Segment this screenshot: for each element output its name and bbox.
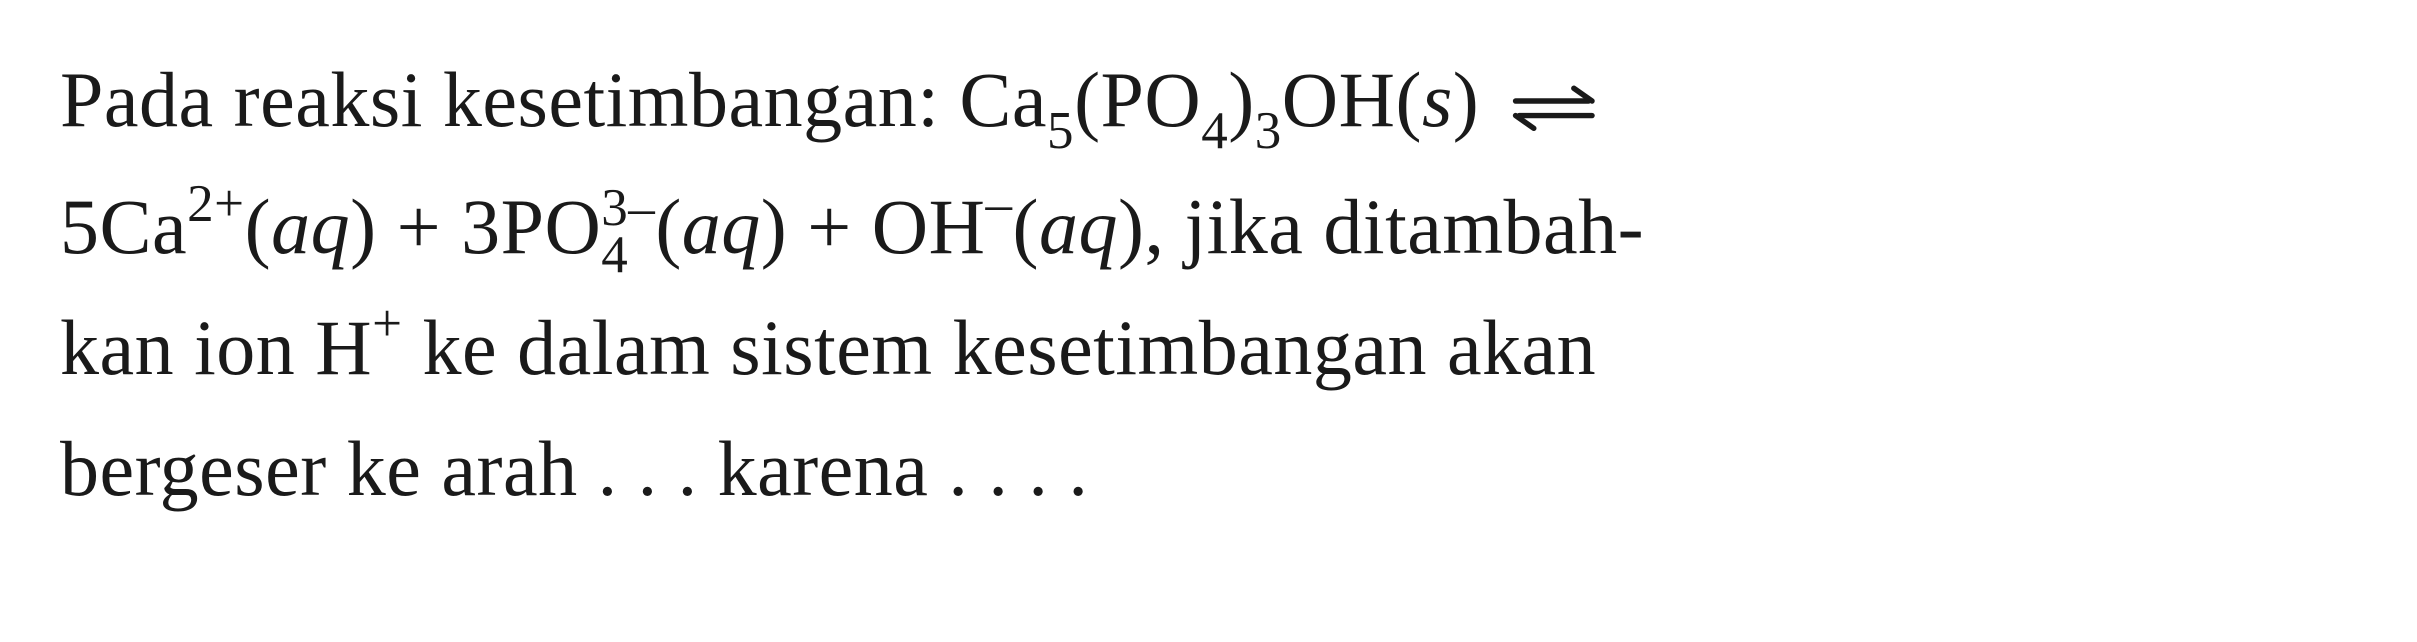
- line3-b: ke dalam sistem kesetimbangan akan: [403, 304, 1597, 391]
- line2-tail: , jika ditambah-: [1144, 183, 1644, 270]
- line3-a: kan ion H: [60, 304, 372, 391]
- formula-oh: OH: [1282, 56, 1396, 143]
- equilibrium-arrow-icon: [1507, 81, 1601, 136]
- superscript-3minus: 3–: [601, 185, 655, 233]
- aq3-open: (: [1012, 183, 1038, 270]
- aq3: aq: [1039, 183, 1118, 270]
- aq2-close: ): [761, 183, 787, 270]
- plus-2: +: [787, 183, 872, 270]
- formula-po2: PO: [501, 183, 602, 270]
- subscript-4b: 4: [601, 232, 655, 280]
- aq2-open: (: [655, 183, 681, 270]
- paren-close: ): [1228, 56, 1254, 143]
- aq1-close: ): [350, 183, 376, 270]
- subscript-4a: 4: [1201, 102, 1228, 160]
- formula-oh2: OH: [872, 183, 986, 270]
- chemistry-problem-text: Pada reaksi kesetimbangan: Ca5(PO4)3OH(s…: [60, 40, 2357, 529]
- line4: bergeser ke arah . . . karena . . . .: [60, 425, 1088, 512]
- superscript-minus: –: [985, 175, 1012, 233]
- aq3-close: ): [1118, 183, 1144, 270]
- aq1: aq: [271, 183, 350, 270]
- paren-open: (: [1074, 56, 1100, 143]
- aq1-open: (: [245, 183, 271, 270]
- coef-3: 3: [461, 183, 501, 270]
- state-close-1: ): [1453, 56, 1479, 143]
- subscript-3a: 3: [1255, 102, 1282, 160]
- formula-po: PO: [1101, 56, 1202, 143]
- subscript-5: 5: [1047, 102, 1074, 160]
- text-prefix: Pada reaksi kesetimbangan:: [60, 56, 959, 143]
- po4-charge-stack: 3–4: [601, 185, 655, 280]
- formula-ca2: Ca: [100, 183, 188, 270]
- coef-5: 5: [60, 183, 100, 270]
- superscript-hplus: +: [372, 295, 402, 353]
- state-open-1: (: [1395, 56, 1421, 143]
- aq2: aq: [682, 183, 761, 270]
- formula-ca: Ca: [959, 56, 1047, 143]
- plus-1: +: [377, 183, 462, 270]
- superscript-2plus: 2+: [187, 175, 244, 233]
- state-s: s: [1422, 56, 1453, 143]
